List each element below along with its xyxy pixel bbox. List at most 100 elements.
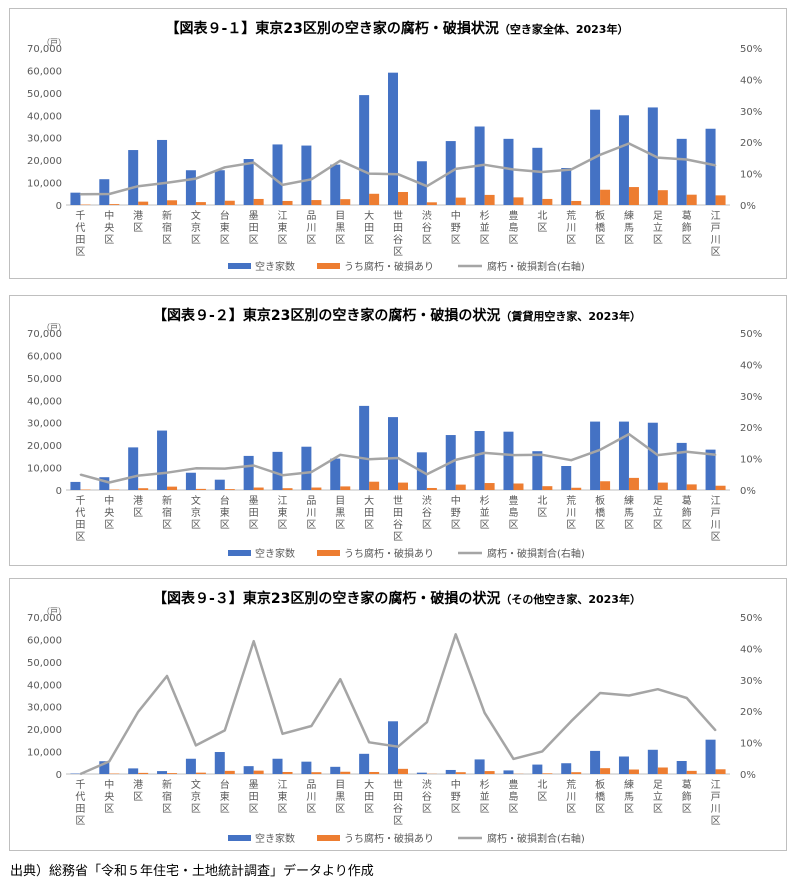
x-tick-label: 品川区 [306, 779, 316, 815]
y2-tick-label: 10% [740, 739, 762, 750]
y-tick-label: 0 [56, 486, 62, 497]
legend-swatch-damaged [317, 263, 340, 269]
x-tick-label: 江戸川区 [711, 779, 721, 827]
legend-swatch-damaged [317, 835, 340, 841]
x-tick-label: 豊島区 [508, 778, 518, 815]
bar-vacant-4 [157, 139, 168, 205]
y-tick-label: 40,000 [27, 396, 62, 407]
bar-vacant-15 [474, 431, 485, 490]
y2-tick-label: 30% [740, 392, 762, 403]
bar-vacant-2 [99, 179, 110, 205]
bar-damaged-20 [628, 477, 639, 490]
x-tick-label: 葛飾区 [682, 494, 692, 531]
bar-vacant-9 [301, 446, 312, 490]
bar-vacant-11 [359, 753, 370, 774]
x-tick-label: 台東区 [220, 209, 230, 246]
y2-tick-label: 0% [740, 486, 756, 497]
legend-label-ratio: 腐朽・破損割合(右軸) [487, 547, 585, 560]
x-tick-label: 荒川区 [566, 495, 576, 531]
legend-label-damaged: うち腐朽・破損あり [344, 547, 434, 560]
chart-title: 【図表９-１】東京23区別の空き家の腐朽・破損状況（空き家全体、2023年） [166, 20, 629, 37]
ratio-point-8 [281, 474, 284, 477]
bar-vacant-21 [647, 749, 658, 774]
legend-label-vacant: 空き家数 [255, 260, 295, 273]
bar-damaged-12 [398, 482, 408, 490]
bar-damaged-17 [542, 773, 553, 774]
ratio-point-21 [657, 454, 659, 456]
ratio-point-22 [685, 450, 688, 453]
ratio-point-9 [310, 178, 313, 181]
x-tick-label: 江東区 [278, 779, 288, 815]
bar-vacant-10 [330, 766, 341, 774]
bar-vacant-18 [561, 763, 572, 774]
legend-label-damaged: うち腐朽・破損あり [344, 260, 434, 273]
x-tick-label: 大田区 [364, 494, 374, 531]
bar-vacant-23 [705, 449, 716, 490]
x-tick-label: 豊島区 [508, 209, 518, 246]
bar-damaged-8 [282, 488, 293, 490]
ratio-point-2 [108, 760, 111, 763]
x-tick-label: 板橋区 [595, 778, 605, 815]
y2-tick-label: 0% [740, 201, 756, 212]
ratio-point-20 [628, 694, 630, 697]
bar-damaged-7 [253, 770, 264, 774]
x-tick-label: 練馬区 [624, 778, 634, 815]
ratio-point-23 [714, 454, 717, 456]
ratio-point-13 [426, 185, 428, 187]
bar-vacant-5 [185, 170, 196, 205]
x-tick-label: 江東区 [278, 210, 288, 246]
x-tick-label: 江東区 [278, 495, 288, 531]
x-tick-label: 文京区 [191, 494, 201, 531]
y-tick-label: 30,000 [27, 703, 62, 714]
legend-swatch-vacant [228, 550, 251, 556]
bar-vacant-12 [388, 72, 398, 205]
x-tick-label: 練馬区 [624, 494, 634, 531]
bar-damaged-22 [686, 194, 697, 205]
x-tick-label: 新宿区 [162, 778, 172, 815]
y2-tick-label: 10% [740, 170, 762, 181]
chart-title: 【図表９-３】東京23区別の空き家の腐朽・破損の状況（その他空き家、2023年） [153, 590, 641, 607]
ratio-point-9 [310, 471, 313, 473]
ratio-point-6 [223, 729, 226, 732]
x-tick-label: 中央区 [104, 778, 114, 815]
y-tick-label: 20,000 [27, 725, 62, 736]
ratio-point-23 [714, 164, 717, 167]
x-tick-label: 台東区 [220, 778, 230, 815]
x-tick-label: 品川区 [306, 210, 316, 246]
chart-panel-3: 【図表９-３】東京23区別の空き家の腐朽・破損の状況（その他空き家、2023年）… [9, 578, 787, 851]
ratio-point-12 [397, 173, 399, 176]
x-tick-label: 千代田区 [75, 495, 85, 543]
bar-vacant-16 [503, 431, 514, 490]
bar-vacant-14 [445, 769, 456, 774]
y-tick-label: 70,000 [27, 613, 62, 624]
ratio-point-1 [79, 193, 82, 196]
bar-damaged-7 [253, 487, 264, 490]
bar-damaged-2 [109, 204, 120, 205]
bar-damaged-15 [484, 771, 495, 774]
x-tick-label: 新宿区 [162, 494, 172, 531]
x-tick-label: 杉並区 [480, 209, 490, 246]
ratio-point-15 [483, 711, 486, 714]
bar-damaged-14 [455, 484, 466, 490]
x-tick-label: 文京区 [191, 778, 201, 815]
chart-svg-1: 【図表９-１】東京23区別の空き家の腐朽・破損状況（空き家全体、2023年） （戸… [27, 20, 762, 273]
ratio-point-5 [195, 467, 197, 470]
bar-damaged-6 [224, 770, 235, 774]
x-tick-label: 北区 [537, 495, 547, 519]
y-tick-label: 10,000 [27, 464, 62, 475]
bar-damaged-14 [455, 197, 466, 205]
bar-damaged-9 [311, 200, 322, 205]
bar-vacant-17 [532, 764, 543, 774]
x-tick-label: 足立区 [653, 495, 663, 531]
bar-damaged-18 [571, 487, 582, 490]
legend-label-ratio: 腐朽・破損割合(右軸) [487, 260, 585, 273]
ratio-point-1 [79, 773, 82, 775]
ratio-point-14 [454, 633, 457, 636]
y-tick-label: 30,000 [27, 419, 62, 430]
x-tick-label: 荒川区 [566, 210, 576, 246]
y2-tick-label: 50% [740, 44, 762, 55]
bar-vacant-2 [99, 761, 110, 774]
bar-damaged-15 [484, 194, 495, 205]
ratio-point-22 [685, 158, 688, 161]
bar-damaged-8 [282, 771, 293, 774]
